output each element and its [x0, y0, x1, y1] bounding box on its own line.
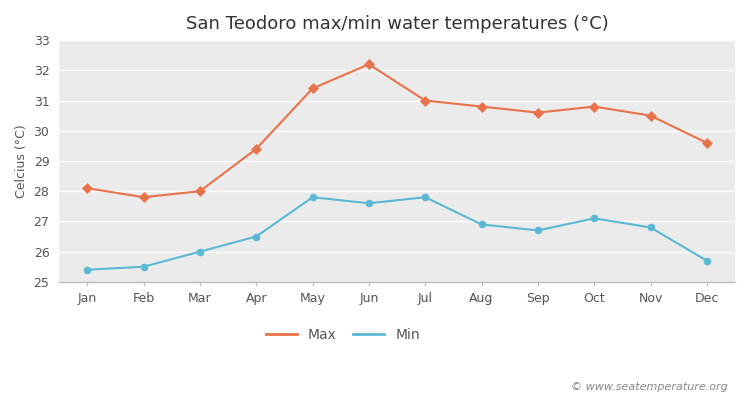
Min: [196, 249, 205, 254]
Max: [646, 113, 655, 118]
Max: [364, 62, 374, 67]
Min: [702, 258, 711, 263]
Legend: Max, Min: Max, Min: [261, 323, 425, 348]
Max: [702, 140, 711, 145]
Min: [421, 195, 430, 200]
Line: Max: Max: [84, 61, 710, 201]
Min: [140, 264, 148, 269]
Max: [140, 195, 148, 200]
Min: [590, 216, 598, 221]
Line: Min: Min: [84, 194, 710, 273]
Max: [308, 86, 317, 91]
Min: [364, 201, 374, 206]
Max: [590, 104, 598, 109]
Max: [196, 189, 205, 194]
Title: San Teodoro max/min water temperatures (°C): San Teodoro max/min water temperatures (…: [186, 15, 608, 33]
Max: [477, 104, 486, 109]
Min: [82, 267, 92, 272]
Min: [533, 228, 542, 233]
Max: [252, 146, 261, 151]
Min: [252, 234, 261, 239]
Max: [82, 186, 92, 190]
Y-axis label: Celcius (°C): Celcius (°C): [15, 124, 28, 198]
Min: [477, 222, 486, 227]
Min: [308, 195, 317, 200]
Max: [533, 110, 542, 115]
Text: © www.seatemperature.org: © www.seatemperature.org: [571, 382, 728, 392]
Max: [421, 98, 430, 103]
Min: [646, 225, 655, 230]
